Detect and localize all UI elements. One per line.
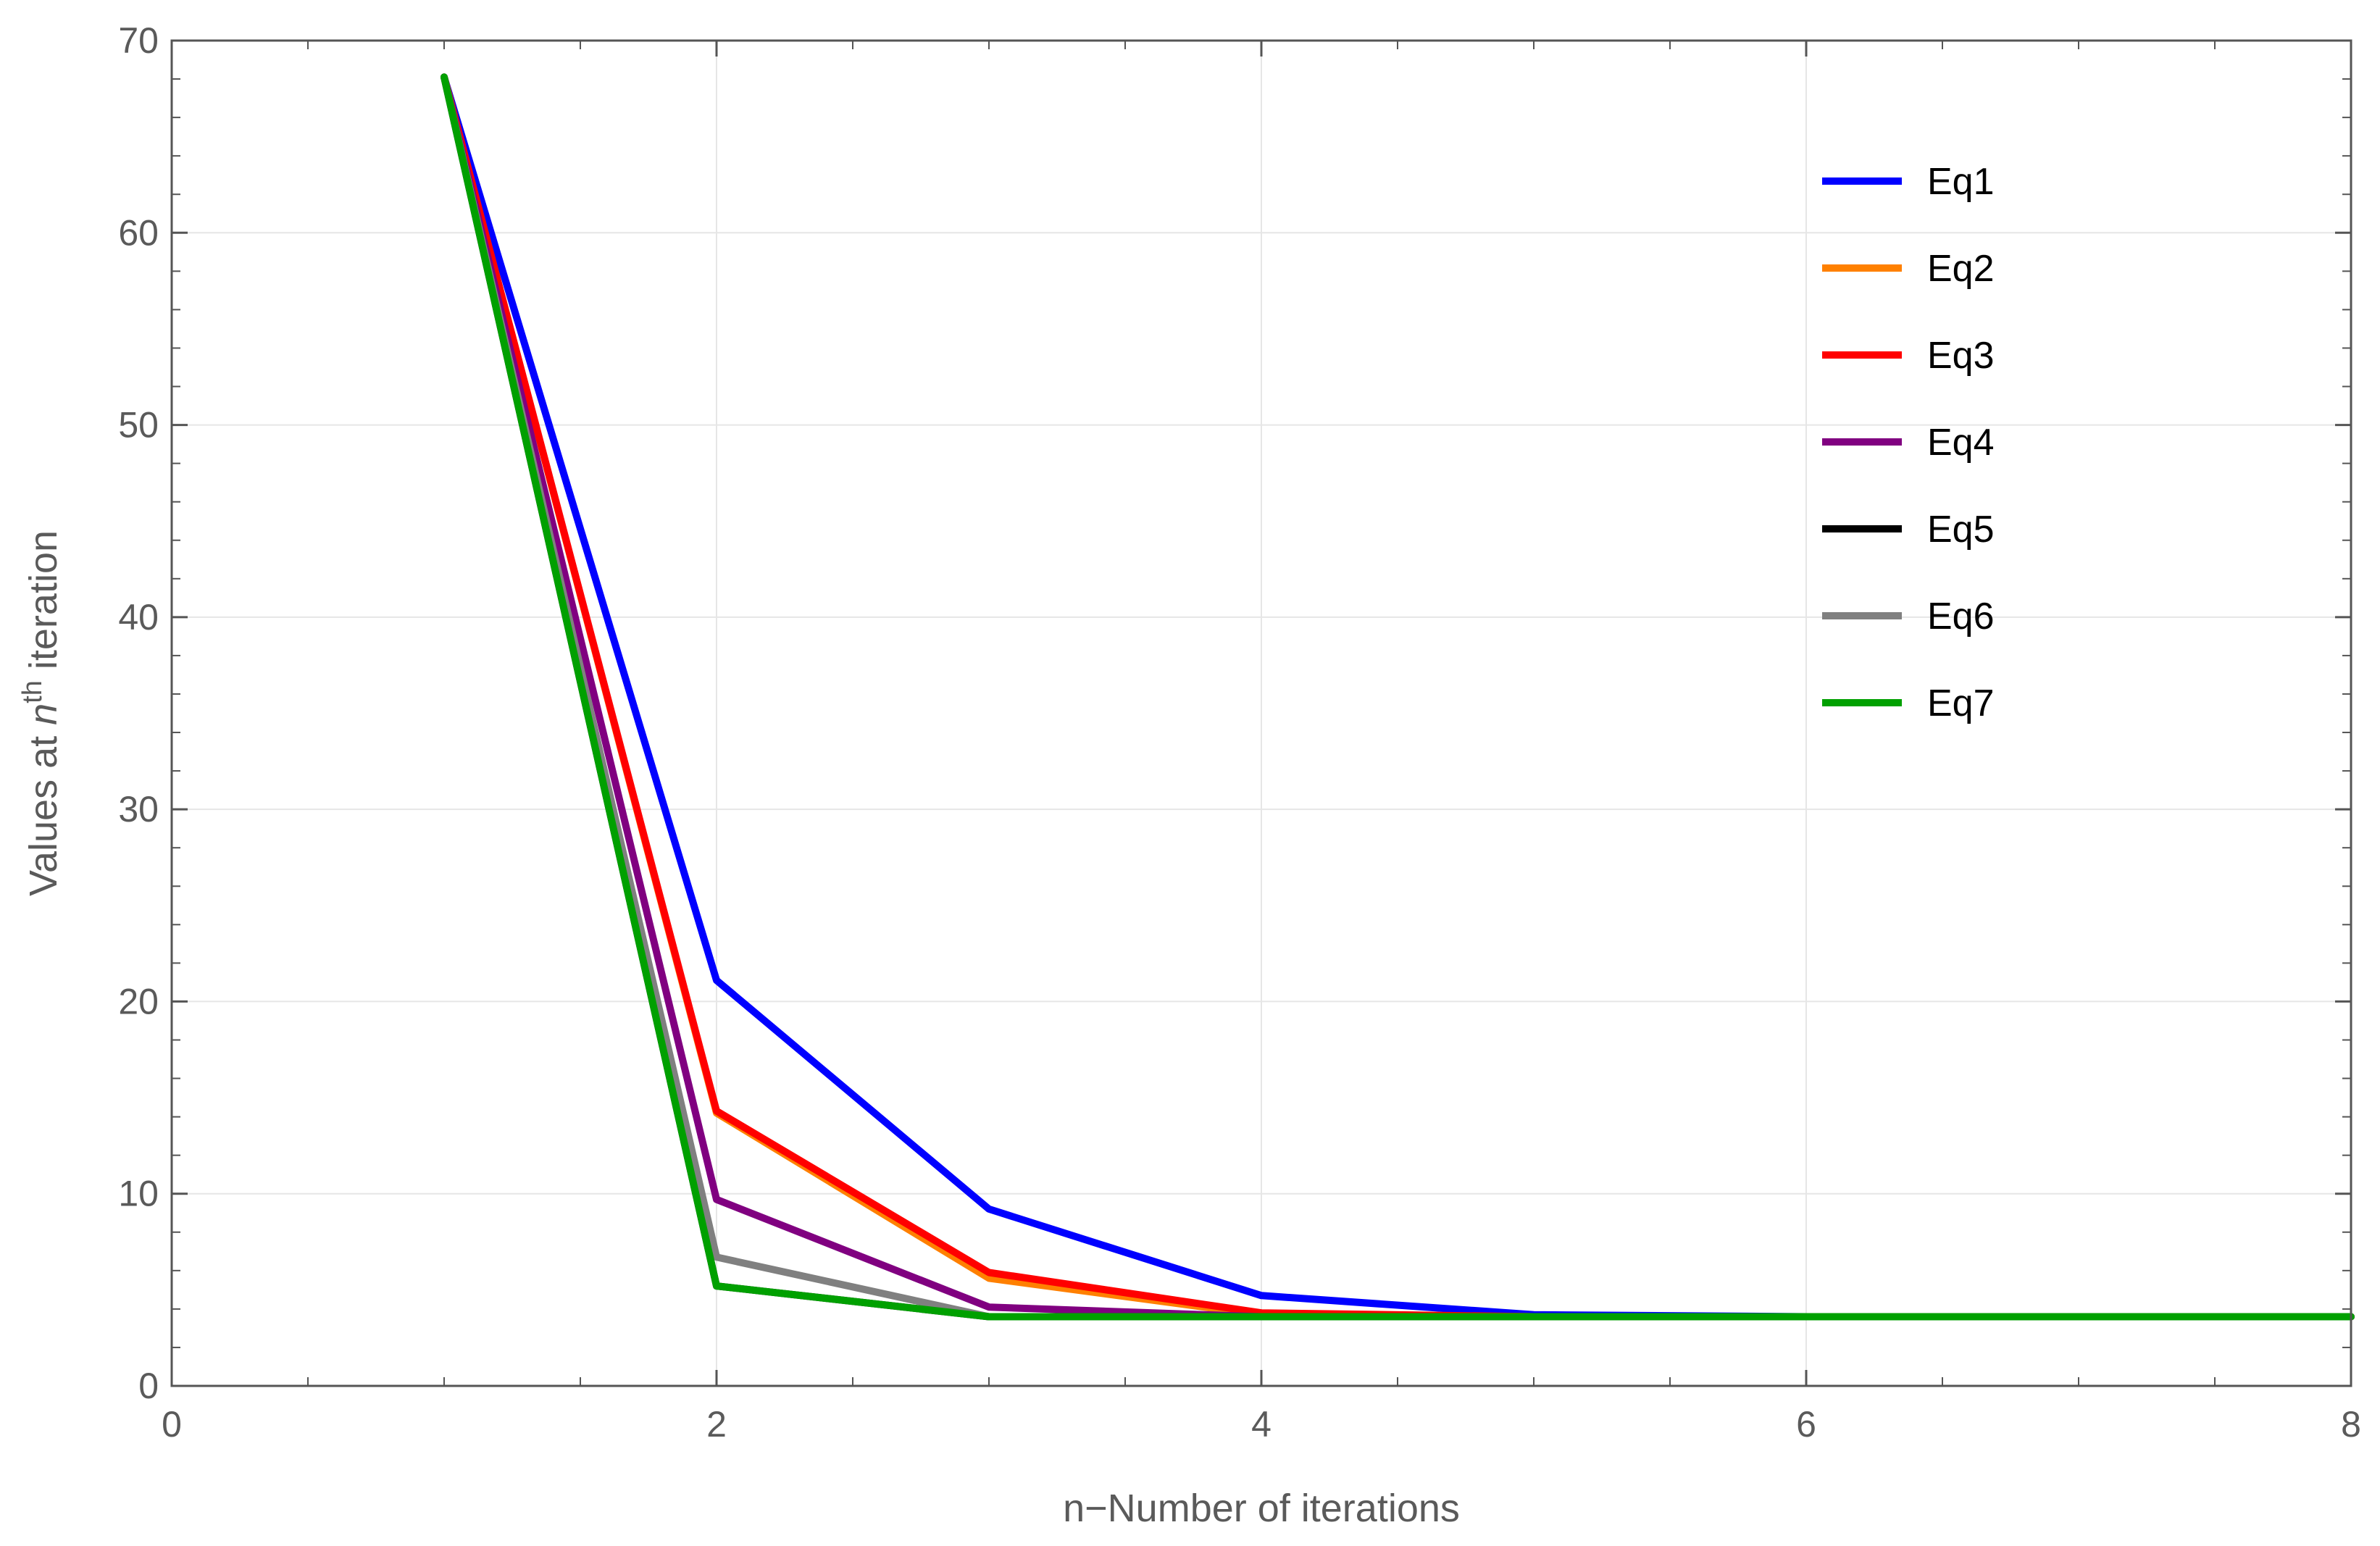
legend-label-eq2: Eq2 [1927,248,1995,290]
series-lines [440,73,2355,1321]
y-tick-label: 70 [118,20,159,61]
axis-ticks [170,39,2352,1387]
y-axis-title-sup: th [17,680,48,703]
x-axis-title: n−Number of iterations [1063,1487,1460,1530]
y-tick-label: 40 [118,597,159,638]
x-tick-label: 8 [2341,1404,2361,1445]
x-tick-label: 6 [1796,1404,1816,1445]
x-tick-label: 4 [1251,1404,1272,1445]
y-tick-label: 20 [118,981,159,1021]
x-tick-label: 2 [706,1404,727,1445]
tick-labels: 0 2 4 6 8 0 10 20 30 40 50 60 70 [118,20,2361,1445]
legend-label-eq1: Eq1 [1927,161,1995,203]
y-axis-title-prefix: Values at [22,725,65,896]
x-tick-label: 0 [162,1404,182,1445]
y-tick-label: 50 [118,405,159,446]
y-tick-label: 0 [138,1366,159,1406]
y-tick-label: 10 [118,1174,159,1214]
legend-label-eq6: Eq6 [1927,596,1995,638]
y-axis-title-suffix: iteration [22,530,65,680]
y-axis-title: Values at nth iteration [17,530,65,896]
y-tick-label: 30 [118,789,159,830]
legend-label-eq5: Eq5 [1927,509,1995,551]
y-tick-label: 60 [118,212,159,253]
legend-label-eq4: Eq4 [1927,422,1995,464]
legend-label-eq7: Eq7 [1927,682,1995,724]
y-axis-title-var: n [22,703,65,725]
legend-label-eq3: Eq3 [1927,335,1995,377]
legend: Eq1 Eq2 Eq3 Eq4 Eq5 Eq6 Eq7 [1822,161,1995,724]
series-line-eq7 [440,73,2355,1321]
